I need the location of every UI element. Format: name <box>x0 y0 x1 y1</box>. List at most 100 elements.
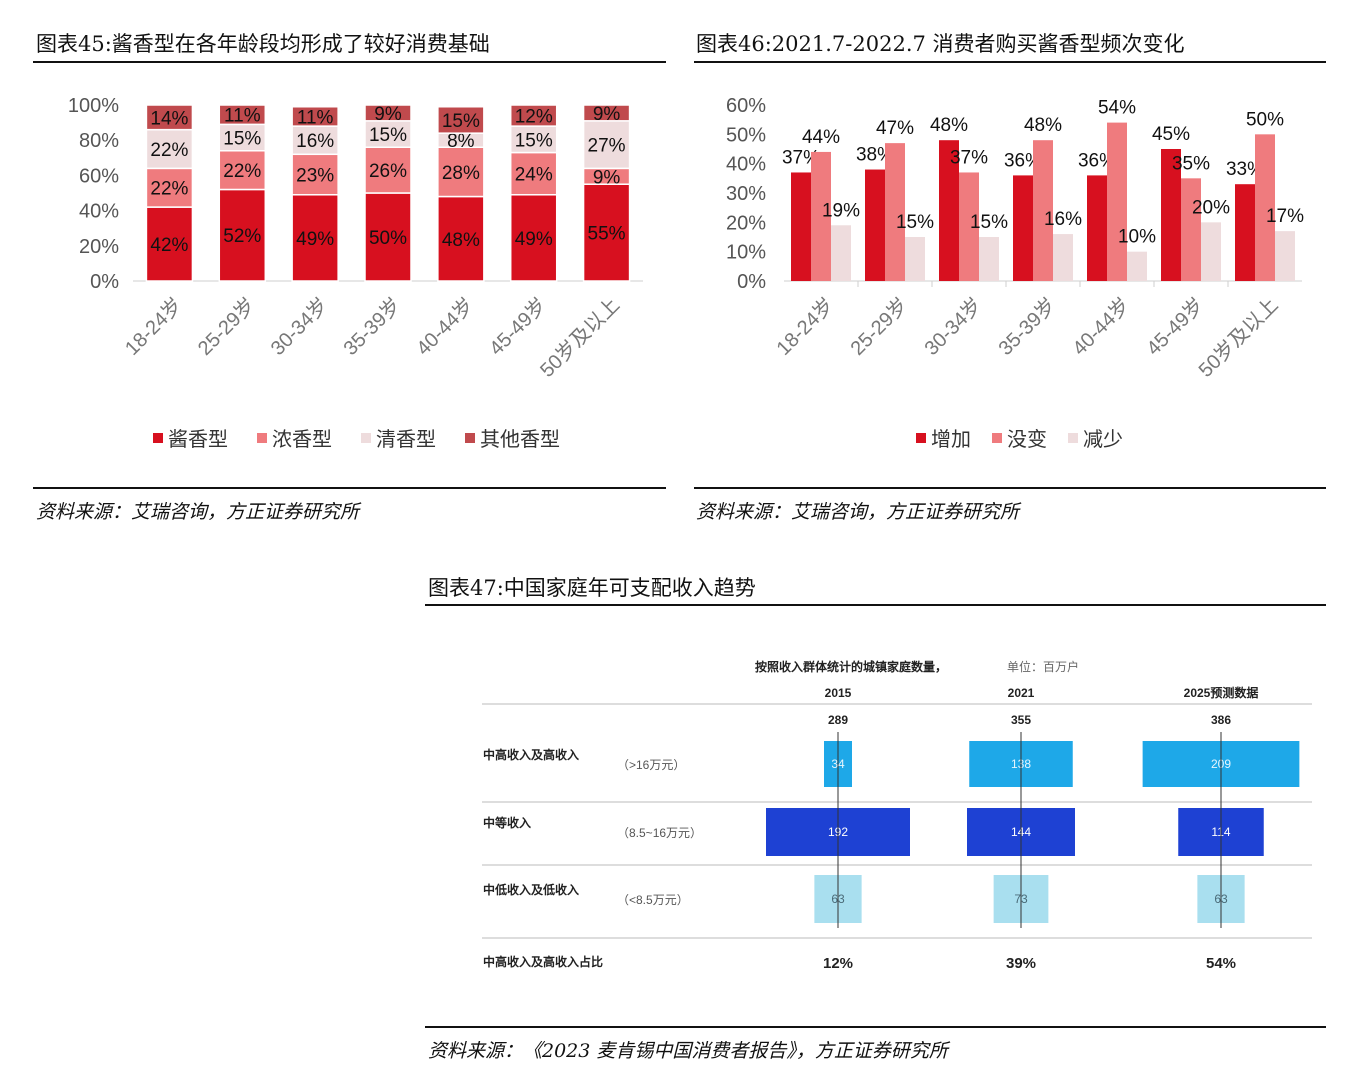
x-tick-label: 45-49岁 <box>1142 293 1209 360</box>
column-total: 289 <box>828 713 848 727</box>
chart47-title: 图表47:中国家庭年可支配收入趋势 <box>428 576 756 600</box>
x-tick-label: 25-29岁 <box>846 293 913 360</box>
y-tick-label: 60% <box>79 165 119 187</box>
data-label: 17% <box>1266 206 1304 227</box>
data-label: 26% <box>369 161 407 182</box>
data-label: 35% <box>1172 153 1210 174</box>
data-label: 24% <box>515 165 553 186</box>
data-label: 9% <box>593 167 621 188</box>
legend-label: 其他香型 <box>480 428 560 451</box>
bar-segment <box>364 104 412 122</box>
bar <box>1053 234 1073 281</box>
x-tick-label: 18-24岁 <box>120 293 187 360</box>
bar-segment <box>291 106 339 127</box>
share-value: 54% <box>1206 955 1236 972</box>
bar <box>1255 134 1275 281</box>
column-total: 355 <box>1011 713 1031 727</box>
bar-segment <box>145 104 194 131</box>
y-tick-label: 20% <box>726 212 766 234</box>
data-label: 48% <box>1024 115 1062 136</box>
bar <box>885 143 905 281</box>
x-tick-label: 50岁及以上 <box>536 293 625 382</box>
bar <box>1275 231 1295 281</box>
data-label: 15% <box>970 212 1008 233</box>
bar-segment <box>218 123 267 152</box>
data-label: 52% <box>223 226 261 247</box>
y-tick-label: 40% <box>726 154 766 176</box>
data-label: 22% <box>150 179 188 200</box>
bar-segment <box>291 194 339 282</box>
x-tick-label: 18-24岁 <box>772 293 839 360</box>
chart46-top-rule <box>694 61 1326 63</box>
x-tick-label: 30-34岁 <box>920 293 987 360</box>
chart46: 0%10%20%30%40%50%60%37%44%19%18-24岁38%47… <box>726 95 1304 451</box>
data-label: 14% <box>150 108 188 129</box>
bar <box>1033 140 1053 281</box>
legend-label: 增加 <box>931 428 971 451</box>
bar <box>1127 251 1147 281</box>
column-header: 2021 <box>1008 686 1035 700</box>
data-label: 15% <box>442 111 480 132</box>
x-tick-label: 35-39岁 <box>339 293 406 360</box>
legend-swatch <box>153 433 163 443</box>
data-label: 28% <box>442 163 480 184</box>
bar <box>1087 175 1107 281</box>
data-label: 22% <box>150 140 188 161</box>
y-tick-label: 60% <box>726 95 766 117</box>
row-range: （8.5~16万元） <box>617 826 702 840</box>
data-label: 37% <box>782 147 820 168</box>
row-label: 中等收入 <box>483 815 531 830</box>
bar-segment <box>145 206 194 282</box>
legend-swatch <box>1068 433 1078 443</box>
share-label: 中高收入及高收入占比 <box>483 954 603 969</box>
data-label: 15% <box>896 212 934 233</box>
bar-segment <box>218 150 267 191</box>
y-tick-label: 30% <box>726 183 766 205</box>
bar <box>905 237 925 281</box>
data-label: 9% <box>593 104 621 125</box>
data-label: 33% <box>1226 159 1264 180</box>
bar <box>791 172 811 281</box>
x-tick-label: 40-44岁 <box>1068 293 1135 360</box>
x-tick-label: 50岁及以上 <box>1194 293 1283 382</box>
data-label: 45% <box>1152 124 1190 145</box>
bar-segment <box>364 146 412 194</box>
data-label: 9% <box>374 104 402 125</box>
data-label: 47% <box>876 118 914 139</box>
bar <box>1013 175 1033 281</box>
data-label: 8% <box>447 131 475 152</box>
data-label: 48% <box>442 230 480 251</box>
chart46-source: 资料来源：艾瑞咨询，方正证券研究所 <box>696 501 1020 523</box>
x-tick-label: 35-39岁 <box>994 293 1061 360</box>
data-label: 12% <box>515 107 553 128</box>
chart46-title: 图表46:2021.7-2022.7 消费者购买酱香型频次变化 <box>696 32 1185 56</box>
x-tick-label: 45-49岁 <box>485 293 552 360</box>
chart47-source: 资料来源：《2023 麦肯锡中国消费者报告》，方正证券研究所 <box>428 1040 948 1062</box>
bar <box>939 140 959 281</box>
bar <box>959 172 979 281</box>
data-label: 16% <box>1044 209 1082 230</box>
legend-swatch <box>361 433 371 443</box>
bar <box>1201 222 1221 281</box>
chart45-source: 资料来源：艾瑞咨询，方正证券研究所 <box>36 501 360 523</box>
bar <box>1235 184 1255 281</box>
bar <box>811 151 831 281</box>
bar <box>1161 149 1181 281</box>
data-label: 37% <box>950 147 988 168</box>
legend-label: 浓香型 <box>272 428 332 451</box>
bar-segment <box>364 120 412 148</box>
chart47-top-rule <box>425 604 1326 606</box>
y-tick-label: 80% <box>79 130 119 152</box>
data-label: 36% <box>1078 150 1116 171</box>
bar <box>1181 178 1201 281</box>
data-label: 11% <box>224 106 261 127</box>
chart45: 0% 20% 40% 60% 80% 100% 42% 22% 22% 14% 18-24岁 52% 2… <box>68 95 643 451</box>
x-tick-label: 25-29岁 <box>193 293 260 360</box>
chart47-bottom-rule <box>425 1026 1326 1028</box>
bar <box>1107 122 1127 281</box>
legend-label: 没变 <box>1007 428 1047 451</box>
legend-label: 减少 <box>1083 428 1123 451</box>
y-tick-label: 10% <box>726 242 766 264</box>
bar <box>865 169 885 281</box>
chart45-bottom-rule <box>33 487 666 489</box>
